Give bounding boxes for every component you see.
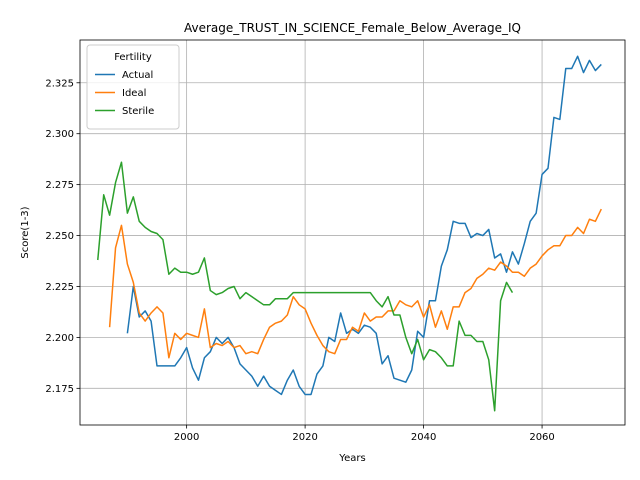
legend-label-ideal: Ideal — [122, 88, 146, 99]
legend-title: Fertility — [114, 52, 152, 63]
y-axis-label: Score(1-3) — [20, 206, 31, 258]
y-tick-label: 2.175 — [45, 384, 74, 395]
y-tick-label: 2.250 — [45, 231, 74, 242]
x-tick-label: 2040 — [411, 432, 436, 443]
legend-box — [86, 44, 180, 130]
x-axis-label: Years — [338, 453, 365, 464]
y-tick-label: 2.300 — [45, 129, 74, 140]
x-tick-label: 2020 — [292, 432, 317, 443]
series-lines — [97, 55, 602, 412]
y-tick-label: 2.275 — [45, 180, 74, 191]
series-line-ideal — [108, 208, 602, 359]
series-line-actual — [126, 55, 602, 396]
y-tick-label: 2.325 — [45, 78, 74, 89]
legend-label-sterile: Sterile — [122, 106, 154, 117]
axis-ticks: 2000 2020 2040 2060 2.175 2.200 2.225 2.250 2.27… — [45, 78, 554, 443]
x-tick-label: 2060 — [529, 432, 554, 443]
plot-frame — [79, 39, 626, 426]
chart-title: Average_TRUST_IN_SCIENCE_Female_Below_Av… — [184, 21, 521, 35]
legend-items: Actual Ideal Sterile — [95, 70, 154, 117]
y-tick-label: 2.200 — [45, 333, 74, 344]
series-line-sterile — [97, 161, 514, 412]
legend: Fertility Actual Ideal Sterile — [86, 44, 180, 130]
x-tick-label: 2000 — [174, 432, 199, 443]
grid-lines — [80, 40, 625, 425]
y-tick-label: 2.225 — [45, 282, 74, 293]
legend-label-actual: Actual — [122, 70, 153, 81]
